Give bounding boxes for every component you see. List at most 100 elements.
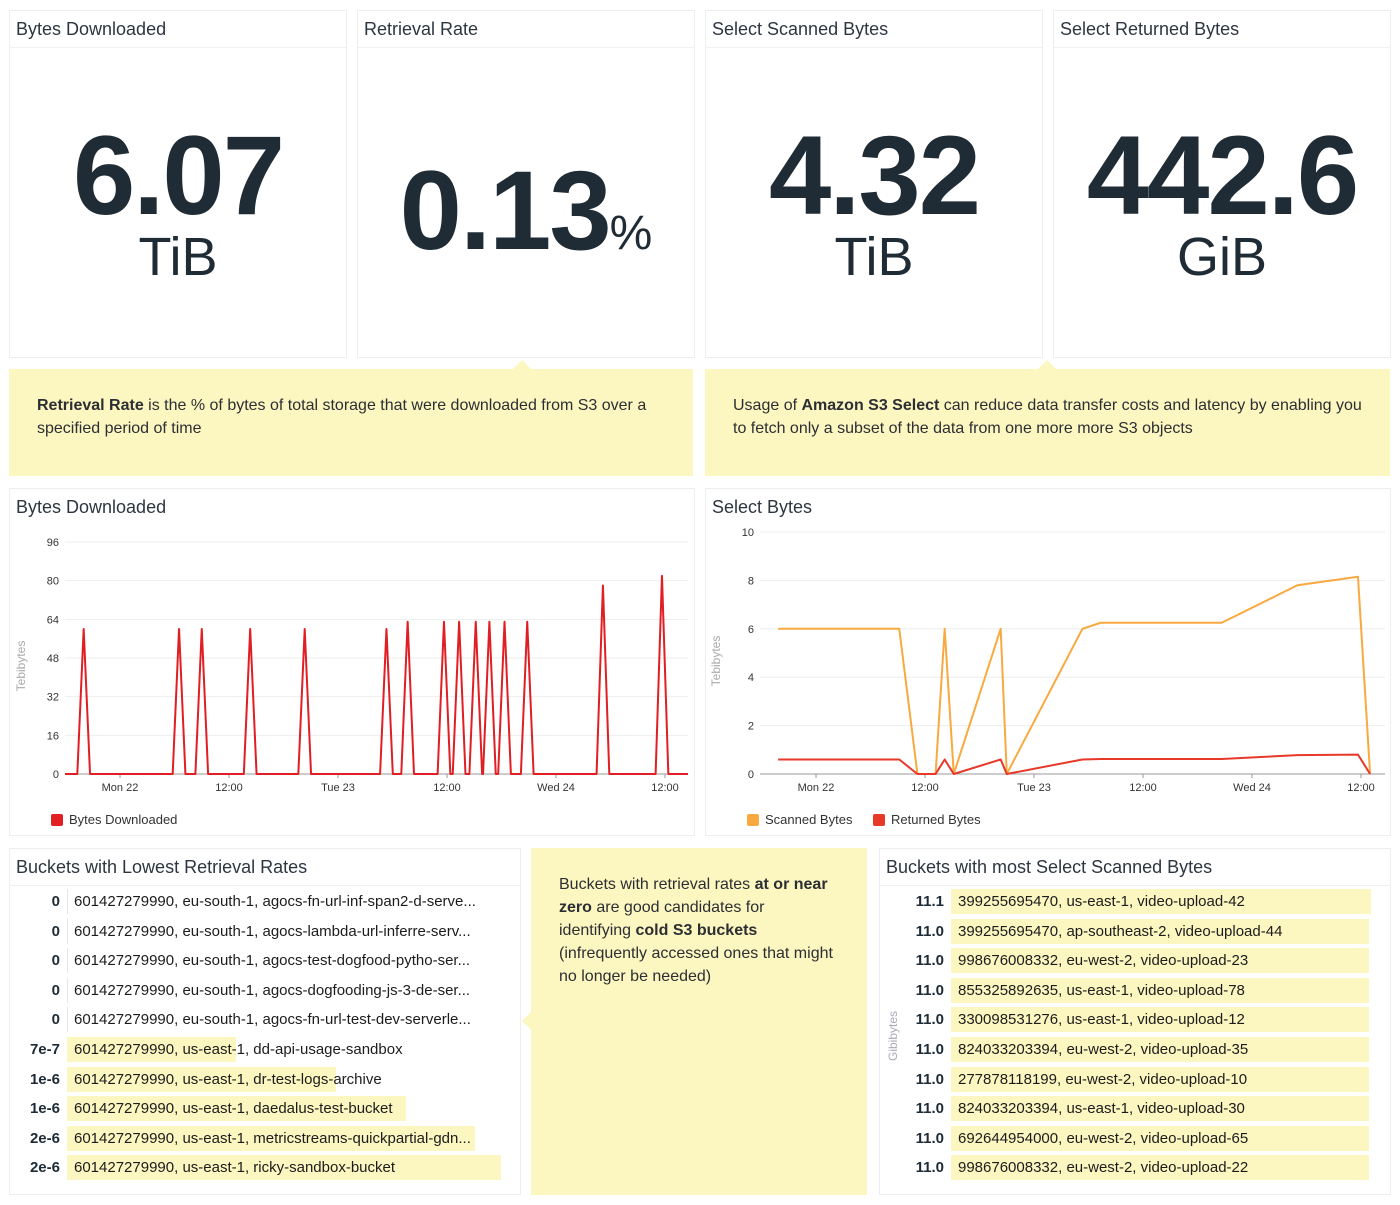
toplist-row[interactable]: 0 601427279990, eu-south-1, agocs-fn-url-… [10,889,520,914]
row-bar [951,948,1369,974]
widget-value-wrap: 0.13% [358,146,694,275]
legend-swatch [747,813,759,826]
y-tick-label: 64 [47,614,59,626]
divider [358,47,694,48]
row-bar [951,918,1369,944]
x-tick-label: Wed 24 [1233,782,1271,794]
toplist-row[interactable]: 11.0 998676008332, eu-west-2, video-uploa… [880,948,1390,974]
legend-item-bytes-downloaded[interactable]: Bytes Downloaded [51,812,177,827]
toplist-title: Buckets with Lowest Retrieval Rates [16,857,308,877]
widget-value: 4.32 [769,113,981,238]
widget-title: Bytes Downloaded [16,19,167,39]
note-pointer [522,1012,531,1030]
legend-swatch [873,813,885,826]
note-bold: at or near zero [559,876,828,916]
row-label: 601427279990, eu-south-1, agocs-dogfoodi… [74,981,471,999]
widget-unit: % [609,207,653,260]
widget-title: Select Returned Bytes [1060,19,1240,39]
x-tick-label: Mon 22 [798,782,835,794]
row-value: 0 [51,981,60,999]
widget-select-returned-bytes: Select Returned Bytes 442.6 GiB [1053,10,1391,358]
note-bold: cold S3 buckets [635,922,758,939]
y-tick-label: 4 [748,672,754,684]
row-label: 824033203394, eu-west-2, video-upload-35 [958,1041,1249,1058]
row-value: 11.0 [915,952,944,970]
x-tick-label: 12:00 [1129,782,1157,794]
toplist-row[interactable]: 0 601427279990, eu-south-1, agocs-fn-url-… [10,1007,520,1033]
row-value: 0 [51,922,60,940]
divider [1054,47,1390,48]
widget-select-scanned-bytes: Select Scanned Bytes 4.32 TiB [705,10,1043,358]
divider [10,47,346,48]
row-value: 11.0 [915,922,944,940]
toplist-row[interactable]: 2e-6 601427279990, us-east-1, ricky-sandb… [10,1155,520,1181]
widget-unit: TiB [834,227,914,287]
toplist-row[interactable]: 11.0 330098531276, us-east-1, video-uploa… [880,1007,1390,1033]
row-label: 601427279990, eu-south-1, agocs-lambda-u… [74,922,471,940]
toplist-row[interactable]: 2e-6 601427279990, us-east-1, metricstrea… [10,1125,520,1151]
row-value: 11.0 [915,1100,944,1118]
row-bar [951,1037,1369,1062]
toplist-row[interactable]: 11.0 855325892635, us-east-1, video-uploa… [880,977,1390,1003]
row-label: 399255695470, ap-southeast-2, video-uplo… [958,922,1283,940]
legend-item-returned-bytes[interactable]: Returned Bytes [873,812,981,827]
widget-title: Select Scanned Bytes [712,19,889,39]
row-value: 2e-6 [29,1159,60,1177]
y-tick-label: 96 [47,537,59,549]
row-value: 0 [51,952,60,970]
y-tick-label: 8 [748,575,754,587]
chart-select-bytes: Select Bytes Scanned Bytes Returned Byte… [705,488,1391,836]
toplist-row[interactable]: 0 601427279990, eu-south-1, agocs-dogfood… [10,977,520,1003]
row-separator [67,977,68,1003]
toplist-title: Buckets with most Select Scanned Bytes [886,857,1213,877]
row-bar [951,1007,1369,1033]
toplist-row[interactable]: 11.0 998676008332, eu-west-2, video-uploa… [880,1155,1390,1181]
toplist-row[interactable]: 0 601427279990, eu-south-1, agocs-lambda-… [10,918,520,944]
toplist-row[interactable]: 11.0 277878118199, eu-west-2, video-uploa… [880,1066,1390,1092]
divider [706,47,1042,48]
divider [10,885,520,886]
note-text: is the % of bytes of total storage that … [37,397,647,437]
legend-label: Returned Bytes [891,812,981,827]
toplist-row[interactable]: 11.0 692644954000, eu-west-2, video-uploa… [880,1125,1390,1151]
row-label: 601427279990, us-east-1, daedalus-test-b… [74,1100,393,1118]
row-value: 1e-6 [29,1070,60,1088]
toplist-row[interactable]: 11.0 824033203394, us-east-1, video-uploa… [880,1096,1390,1122]
legend-item-scanned-bytes[interactable]: Scanned Bytes [747,812,852,827]
x-tick-label: 12:00 [1347,782,1375,794]
toplist-row[interactable]: 11.0 399255695470, ap-southeast-2, video-… [880,918,1390,944]
row-bar [951,1096,1369,1122]
x-tick-label: Tue 23 [321,782,355,794]
row-value: 11.0 [915,1070,944,1088]
row-label: 855325892635, us-east-1, video-upload-78 [958,981,1245,999]
note-text: Usage of [733,397,802,414]
y-tick-label: 0 [53,769,59,781]
chart-title: Select Bytes [712,497,813,517]
row-value: 11.0 [915,981,944,999]
row-bar [951,889,1371,914]
row-label: 601427279990, us-east-1, dr-test-logs-ar… [74,1070,382,1088]
row-bar [67,1155,501,1181]
toplist-row[interactable]: 0 601427279990, eu-south-1, agocs-test-do… [10,948,520,974]
widget-bytes-downloaded: Bytes Downloaded 6.07 TiB [9,10,347,358]
row-label: 692644954000, eu-west-2, video-upload-65 [958,1129,1249,1147]
toplist-row[interactable]: 11.0 824033203394, eu-west-2, video-uploa… [880,1037,1390,1062]
y-axis-label: Tebibytes [709,636,723,687]
y-tick-label: 2 [748,721,754,733]
chart-title: Bytes Downloaded [16,497,167,517]
x-tick-label: Wed 24 [537,782,575,794]
note-pointer [513,360,531,369]
y-tick-label: 32 [47,692,59,704]
series-line-scanned-bytes [778,575,1372,775]
series-line-bytes-downloaded [65,574,688,775]
toplist-row[interactable]: 1e-6 601427279990, us-east-1, dr-test-log… [10,1066,520,1092]
toplist-row[interactable]: 1e-6 601427279990, us-east-1, daedalus-te… [10,1096,520,1122]
row-value: 11.0 [915,1129,944,1147]
toplist-row[interactable]: 11.1 399255695470, us-east-1, video-uploa… [880,889,1390,914]
toplist-row[interactable]: 7e-7 601427279990, us-east-1, dd-api-usag… [10,1037,520,1062]
widget-value: 0.13 [399,148,612,273]
toplist-most-scanned: Buckets with most Select Scanned Bytes G… [879,848,1391,1195]
row-value: 7e-7 [29,1041,60,1058]
row-label: 601427279990, us-east-1, metricstreams-q… [74,1129,471,1147]
